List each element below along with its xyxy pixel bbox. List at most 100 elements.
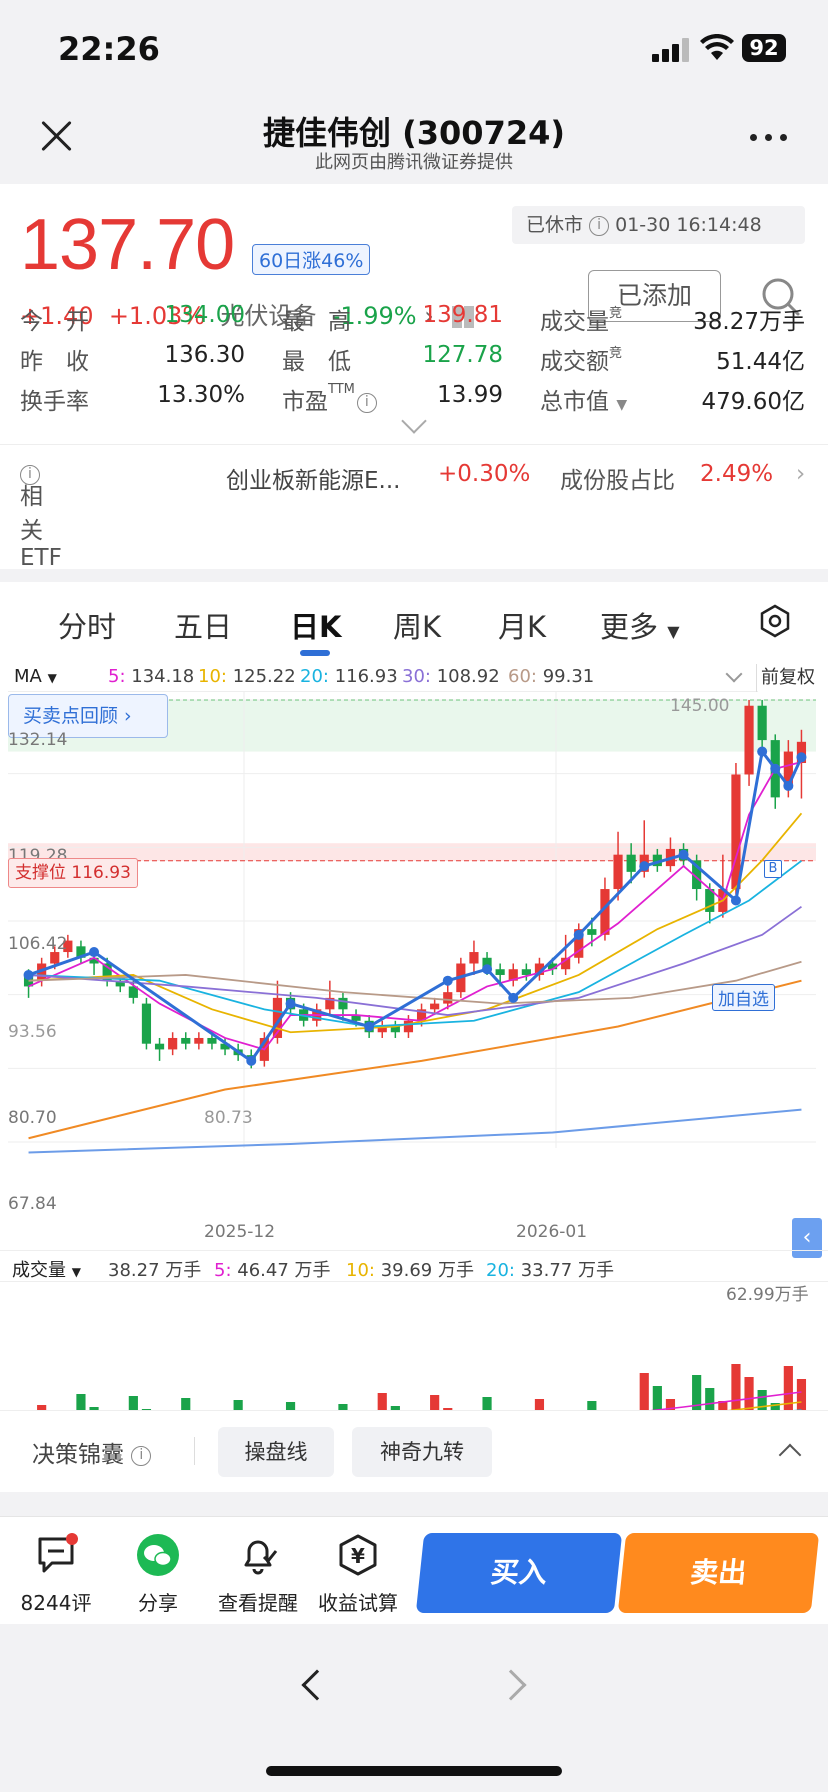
- search-icon[interactable]: [760, 276, 800, 316]
- market-status-label: 已休市: [526, 214, 584, 236]
- etf-info-icon[interactable]: i: [20, 464, 40, 485]
- gain-badge[interactable]: 60日涨46%: [252, 244, 371, 275]
- candle-body: [692, 860, 702, 890]
- tab-monthly-k[interactable]: 月K: [498, 610, 547, 644]
- candle-body: [469, 952, 479, 964]
- active-tab-indicator: [300, 650, 330, 656]
- ma5-legend: 5: 134.18: [108, 666, 195, 687]
- pe-info-icon[interactable]: i: [356, 392, 377, 413]
- more-options-icon[interactable]: [750, 134, 790, 144]
- svg-text:¥: ¥: [351, 1544, 365, 1568]
- candle-body: [416, 1009, 427, 1021]
- change-line: +1.40 +1.03% 光伏设备 -1.99% ›: [20, 296, 474, 331]
- page-title: 捷佳伟创 (300724): [263, 114, 565, 152]
- candle-body: [731, 774, 741, 890]
- collapse-side-icon[interactable]: ‹: [792, 1218, 822, 1258]
- etf-name: 创业板新能源E...: [226, 468, 401, 494]
- ma60-legend: 60: 99.31: [508, 666, 595, 687]
- trend-zigzag: [28, 747, 803, 1063]
- chevron-up-icon[interactable]: [778, 1443, 802, 1467]
- dropdown-caret-icon: ▼: [71, 1265, 81, 1279]
- home-indicator[interactable]: [266, 1766, 562, 1776]
- tab-daily-k[interactable]: 日K: [290, 610, 342, 644]
- page-subtitle: 此网页由腾讯微证券提供: [315, 152, 513, 173]
- volume-max-label: 62.99万手: [726, 1285, 809, 1305]
- dropdown-caret-icon: ▼: [47, 671, 57, 685]
- candle-body: [613, 854, 623, 890]
- add-watchlist-marker[interactable]: 加自选: [712, 984, 775, 1011]
- watchlist-added-button[interactable]: 已添加: [588, 270, 721, 322]
- back-arrow-icon[interactable]: [301, 1669, 333, 1701]
- forward-arrow-icon[interactable]: [495, 1669, 527, 1701]
- buy-button[interactable]: 买入: [415, 1533, 623, 1613]
- chip-magic-nine[interactable]: 神奇九转: [352, 1427, 492, 1477]
- trend-point: [482, 964, 493, 975]
- price-adjust-toggle[interactable]: 前复权: [756, 664, 828, 692]
- buy-point-marker[interactable]: B: [764, 860, 782, 878]
- open-label: 今 开: [20, 309, 89, 335]
- trade-review-button[interactable]: 买卖点回顾 ›: [8, 694, 168, 738]
- candle-body: [390, 1026, 400, 1033]
- candle-body: [102, 963, 112, 981]
- quote-card: 137.70 60日涨46% 已休市 i 01-30 16:14:48 已添加 …: [0, 184, 828, 571]
- sector-grid-icon[interactable]: [451, 306, 474, 328]
- alert-button[interactable]: 查看提醒: [208, 1533, 308, 1616]
- sector-percent[interactable]: -1.99%: [331, 302, 417, 330]
- trend-point: [783, 780, 794, 791]
- settings-icon[interactable]: [758, 604, 792, 638]
- ma250-line: [28, 1108, 802, 1154]
- related-etf-row[interactable]: 相关ETF i 创业板新能源E... +0.30% 成份股占比 2.49% ›: [0, 444, 828, 571]
- bottom-action-bar: 8244评 分享 查看提醒 ¥ 收益试算 买入 卖出: [0, 1516, 828, 1624]
- ma20-legend: 20: 116.93: [300, 666, 398, 687]
- y-tick-145: 145.00: [670, 696, 730, 716]
- share-button[interactable]: 分享: [108, 1533, 208, 1616]
- profit-calc-button[interactable]: ¥ 收益试算: [308, 1533, 408, 1616]
- candle-body: [220, 1043, 230, 1050]
- vol-ma5: 5: 46.47 万手: [214, 1260, 331, 1281]
- candle-body: [430, 1003, 440, 1010]
- prev-close-label: 昨 收: [20, 349, 89, 375]
- tab-more[interactable]: 更多 ▼: [600, 610, 680, 644]
- candle-body: [652, 854, 662, 867]
- tab-five-day[interactable]: 五日: [174, 610, 233, 644]
- trend-point: [508, 992, 519, 1003]
- market-status: 已休市 i 01-30 16:14:48: [512, 206, 805, 244]
- candlestick-chart[interactable]: [0, 662, 828, 1492]
- divider: [194, 1437, 195, 1465]
- turnover-label: 换手率: [20, 389, 89, 415]
- candle-body: [207, 1037, 217, 1044]
- tab-intraday[interactable]: 分时: [58, 610, 117, 644]
- pe-label[interactable]: 市盈TTMi: [282, 382, 377, 416]
- info-icon[interactable]: i: [589, 215, 610, 236]
- expand-chevron-icon[interactable]: [401, 408, 427, 434]
- market-cap-label[interactable]: 总市值 ▼: [540, 389, 628, 415]
- etf-percent: +0.30%: [438, 461, 531, 487]
- candle-body: [115, 980, 125, 987]
- browser-nav: [0, 1624, 828, 1792]
- ma120-line: [28, 979, 802, 1140]
- tab-weekly-k[interactable]: 周K: [393, 610, 442, 644]
- nav-header: 捷佳伟创 (300724) 此网页由腾讯微证券提供: [0, 100, 828, 184]
- sell-button[interactable]: 卖出: [617, 1533, 820, 1613]
- candle-body: [63, 940, 73, 953]
- comments-button[interactable]: 8244评: [6, 1533, 106, 1616]
- candle-body: [325, 997, 335, 1010]
- sector-name[interactable]: 光伏设备: [220, 302, 317, 330]
- candle-body: [89, 957, 99, 964]
- decision-label: 决策锦囊 i: [32, 1435, 152, 1469]
- period-tabs: 分时 五日 日K 周K 月K 更多 ▼: [0, 582, 828, 662]
- ma20-line: [28, 860, 802, 1028]
- trend-point: [364, 1021, 375, 1032]
- chip-trading-line[interactable]: 操盘线: [218, 1427, 334, 1477]
- chevron-down-icon[interactable]: [725, 665, 743, 683]
- ma60-line: [28, 960, 802, 1005]
- y-tick-106: 106.42: [8, 934, 68, 954]
- high-label: 最 高: [282, 309, 351, 335]
- volume-selector[interactable]: 成交量 ▼: [12, 1260, 81, 1281]
- battery-indicator: 92: [742, 34, 786, 62]
- candle-body: [783, 751, 793, 786]
- ma-selector[interactable]: MA ▼: [14, 666, 57, 687]
- candle-body: [443, 992, 453, 1004]
- decision-info-icon[interactable]: i: [131, 1445, 152, 1466]
- candle-body: [194, 1037, 204, 1044]
